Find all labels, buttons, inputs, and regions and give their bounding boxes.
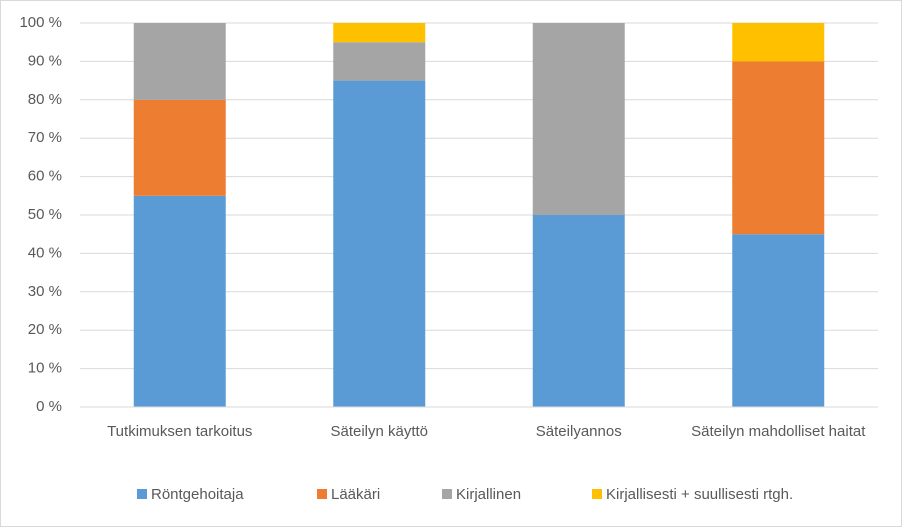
- legend-swatch: [592, 489, 602, 499]
- bar-segment: [732, 61, 825, 235]
- legend-swatch: [442, 489, 452, 499]
- bar-segment: [532, 215, 625, 407]
- bar-segment: [333, 42, 426, 81]
- bar-segment: [532, 23, 625, 215]
- y-tick-label: 70 %: [28, 129, 62, 146]
- bar-segment: [333, 23, 426, 43]
- y-tick-label: 100 %: [19, 14, 62, 31]
- x-tick-label: Säteilyannos: [535, 423, 622, 440]
- bar-segment: [333, 80, 426, 407]
- y-tick-label: 20 %: [28, 321, 62, 338]
- y-tick-label: 90 %: [28, 52, 62, 69]
- x-tick-label: Tutkimuksen tarkoitus: [107, 423, 253, 440]
- bar-segment: [133, 23, 226, 100]
- y-tick-label: 40 %: [28, 244, 62, 261]
- bar-segment: [732, 234, 825, 407]
- y-tick-label: 30 %: [28, 283, 62, 300]
- bar-segment: [732, 23, 825, 62]
- y-tick-label: 10 %: [28, 360, 62, 377]
- y-tick-label: 80 %: [28, 91, 62, 108]
- legend-swatch: [317, 489, 327, 499]
- y-tick-label: 0 %: [36, 398, 62, 415]
- bar-segment: [133, 195, 226, 407]
- legend-label: Röntgehoitaja: [151, 486, 244, 503]
- x-tick-label: Säteilyn käyttö: [330, 423, 429, 440]
- y-tick-label: 50 %: [28, 206, 62, 223]
- bar-segment: [133, 99, 226, 196]
- legend-label: Lääkäri: [331, 486, 380, 503]
- legend-swatch: [137, 489, 147, 499]
- y-tick-label: 60 %: [28, 168, 62, 185]
- x-tick-label: Säteilyn mahdolliset haitat: [691, 423, 866, 440]
- legend-label: Kirjallinen: [456, 486, 521, 503]
- legend-label: Kirjallisesti + suullisesti rtgh.: [606, 486, 793, 503]
